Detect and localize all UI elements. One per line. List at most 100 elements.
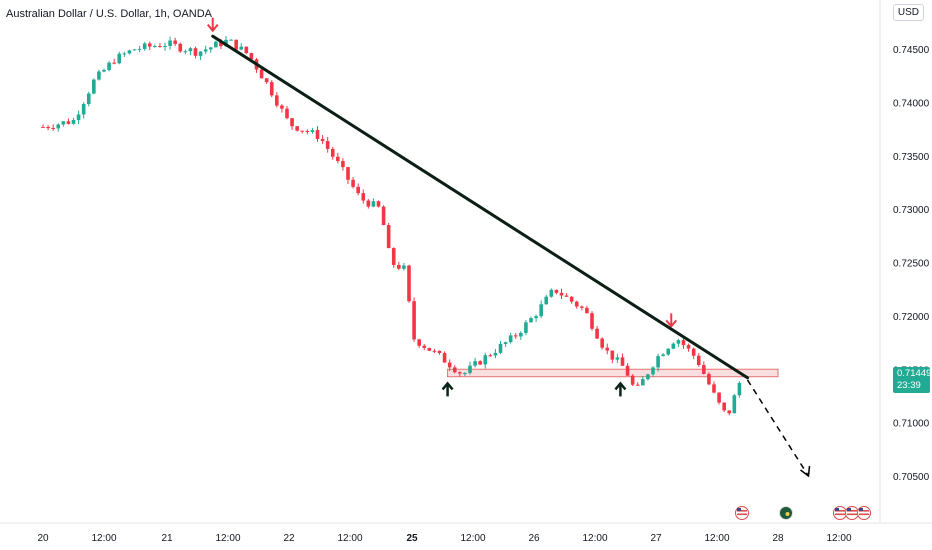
candle-body xyxy=(244,46,249,54)
au-flag-icon[interactable] xyxy=(779,506,793,520)
price-axis[interactable]: 0.74500 0.74000 0.73500 0.73000 0.72500 0.720… xyxy=(893,45,930,483)
candle-body xyxy=(336,156,340,162)
time-axis-label: 20 xyxy=(37,533,49,544)
up-arrow-marker[interactable] xyxy=(441,381,454,397)
candle-body xyxy=(112,62,116,64)
time-axis-label: 12:00 xyxy=(826,533,851,544)
us-flag-icon[interactable] xyxy=(735,506,749,520)
candle-body xyxy=(51,128,55,130)
candle-body xyxy=(386,225,391,249)
candle-body xyxy=(442,353,447,363)
candle-body xyxy=(702,365,706,374)
candle-body xyxy=(46,127,50,129)
price-axis-label: 0.74000 xyxy=(893,98,930,109)
us-flag-stripe xyxy=(737,513,747,516)
candle-body xyxy=(407,265,411,302)
time-axis[interactable]: 20 12:00 21 12:00 22 12:00 25 12:00 26 12:00 27 12:… xyxy=(37,533,852,544)
candle-body xyxy=(458,372,462,374)
candle-body xyxy=(219,41,223,47)
candle-body xyxy=(574,301,579,307)
candle-body xyxy=(595,328,599,339)
candle-body xyxy=(41,126,45,128)
candle-body xyxy=(97,71,101,80)
candle-body xyxy=(737,383,742,396)
candle-body xyxy=(437,350,442,354)
time-axis-label: 12:00 xyxy=(704,533,729,544)
candle-body xyxy=(76,114,81,121)
us-flag-canton xyxy=(737,508,741,511)
candle-body xyxy=(102,69,106,72)
candle-body xyxy=(259,69,264,79)
price-axis-label: 0.72500 xyxy=(893,259,930,270)
candle-body xyxy=(305,130,310,132)
us-flag-icon[interactable] xyxy=(857,506,871,520)
candle-body xyxy=(371,201,376,207)
candle-body xyxy=(524,322,528,333)
candle-body xyxy=(158,46,162,48)
candle-body xyxy=(488,355,493,357)
candle-body xyxy=(468,365,472,374)
down-arrow-marker[interactable] xyxy=(665,313,678,328)
candle-body xyxy=(275,95,279,106)
candle-body xyxy=(264,78,269,83)
candle-body xyxy=(249,53,254,60)
projection-path[interactable] xyxy=(746,379,810,477)
price-axis-label: 0.73000 xyxy=(893,205,930,216)
candle-body xyxy=(86,93,91,105)
us-flag-stripe xyxy=(835,513,845,516)
candle-body xyxy=(290,118,294,127)
candle-body xyxy=(66,121,71,124)
candle-body xyxy=(463,373,467,375)
time-axis-label: 27 xyxy=(650,533,662,544)
us-flag-icon[interactable] xyxy=(833,506,847,520)
candle-body xyxy=(92,79,96,94)
down-arrow-head xyxy=(206,24,219,33)
candle-body xyxy=(483,355,488,365)
time-axis-label: 12:00 xyxy=(460,533,485,544)
up-arrow-marker[interactable] xyxy=(614,381,627,397)
candle-body xyxy=(625,365,630,376)
candle-body xyxy=(376,201,381,207)
time-axis-label: 22 xyxy=(283,533,295,544)
candle-body xyxy=(193,48,198,56)
candle-body xyxy=(635,384,640,386)
candle-body xyxy=(681,340,686,346)
candle-body xyxy=(508,335,513,343)
candle-body xyxy=(107,62,111,70)
candle-body xyxy=(234,39,238,50)
candle-body xyxy=(580,306,584,308)
price-axis-label: 0.74500 xyxy=(893,45,930,56)
candle-body xyxy=(478,361,482,365)
currency-button[interactable]: USD xyxy=(892,4,924,21)
us-flag-icon[interactable] xyxy=(845,506,859,520)
time-axis-label: 28 xyxy=(772,533,784,544)
candle-body xyxy=(732,395,737,414)
candle-body xyxy=(397,264,401,269)
candle-body xyxy=(559,292,564,296)
candle-body xyxy=(147,43,152,47)
time-axis-label: 12:00 xyxy=(337,533,362,544)
candle-body xyxy=(686,345,691,349)
candle-body xyxy=(427,347,432,351)
us-flag-stripe xyxy=(847,513,857,516)
candle-body xyxy=(651,367,655,375)
us-flag-stripe xyxy=(737,510,747,512)
us-flag-canton xyxy=(847,508,851,511)
candle-body xyxy=(214,41,218,48)
bar-countdown: 23:39 xyxy=(897,380,921,391)
candle-body xyxy=(498,343,503,353)
projection-arrowhead xyxy=(800,465,811,478)
candle-body xyxy=(412,301,416,340)
us-flag-stripe xyxy=(835,510,845,512)
candle-body xyxy=(163,45,167,48)
support-zone[interactable] xyxy=(447,368,779,378)
candle-body xyxy=(600,338,604,348)
trendline[interactable] xyxy=(211,34,749,380)
candle-body xyxy=(346,167,350,180)
candle-body xyxy=(712,384,716,393)
candle-body xyxy=(656,356,660,368)
candle-body xyxy=(381,206,386,226)
down-arrow-marker[interactable] xyxy=(206,17,219,33)
candle-body xyxy=(280,105,284,109)
